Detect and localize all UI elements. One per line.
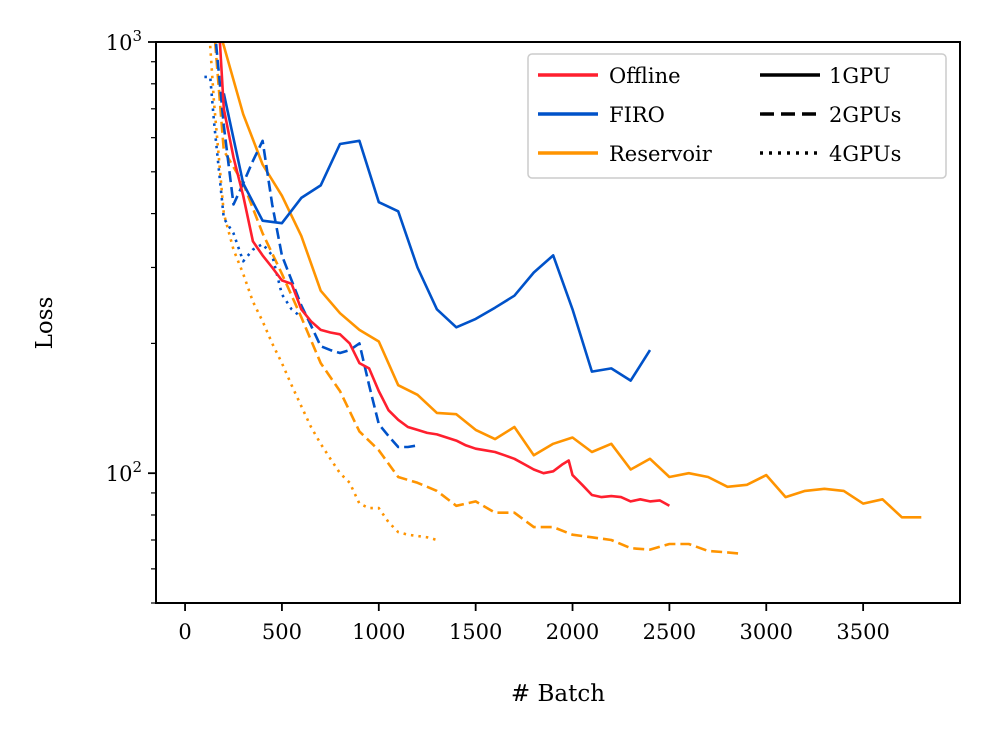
legend-label-offline: Offline (609, 64, 681, 88)
y-tick-label: 103 (106, 27, 142, 55)
x-tick-label: 500 (262, 620, 302, 644)
series-line-reservoir-4gpus (208, 45, 438, 542)
legend-label-2gpus: 2GPUs (829, 103, 901, 127)
legend-box (527, 53, 947, 179)
y-axis-label: Loss (32, 297, 58, 350)
legend-label-1gpu: 1GPU (829, 64, 891, 88)
series-line-firo-4gpus (204, 75, 303, 319)
x-axis-label: # Batch (511, 681, 605, 707)
series-line-reservoir-1gpu (221, 42, 922, 519)
plot-frame (155, 41, 961, 604)
legend-label-reservoir: Reservoir (609, 142, 713, 166)
x-tick-label: 0 (178, 620, 191, 644)
y-axis-ticks: 102 103 (106, 27, 156, 604)
x-tick-label: 2500 (643, 620, 696, 644)
x-tick-label: 1000 (352, 620, 405, 644)
series-line-reservoir-2gpus (213, 42, 744, 556)
x-tick-label: 3500 (836, 620, 889, 644)
series-line-firo-1gpu (222, 93, 652, 382)
x-tick-label: 2000 (546, 620, 599, 644)
series-lines (204, 42, 922, 556)
series-line-firo-2gpus (214, 43, 418, 449)
legend-label-firo: FIRO (609, 103, 665, 127)
x-tick-label: 1500 (449, 620, 502, 644)
y-tick-label: 102 (106, 458, 142, 486)
x-axis-ticks: 0 500 1000 1500 2000 2500 3000 3500 (178, 603, 890, 644)
x-tick-label: 3000 (740, 620, 793, 644)
legend: Offline FIRO Reservoir 1GPU 2GPUs 4GPUs (527, 53, 947, 179)
series-line-offline-1gpu (218, 42, 671, 507)
legend-label-4gpus: 4GPUs (829, 142, 901, 166)
